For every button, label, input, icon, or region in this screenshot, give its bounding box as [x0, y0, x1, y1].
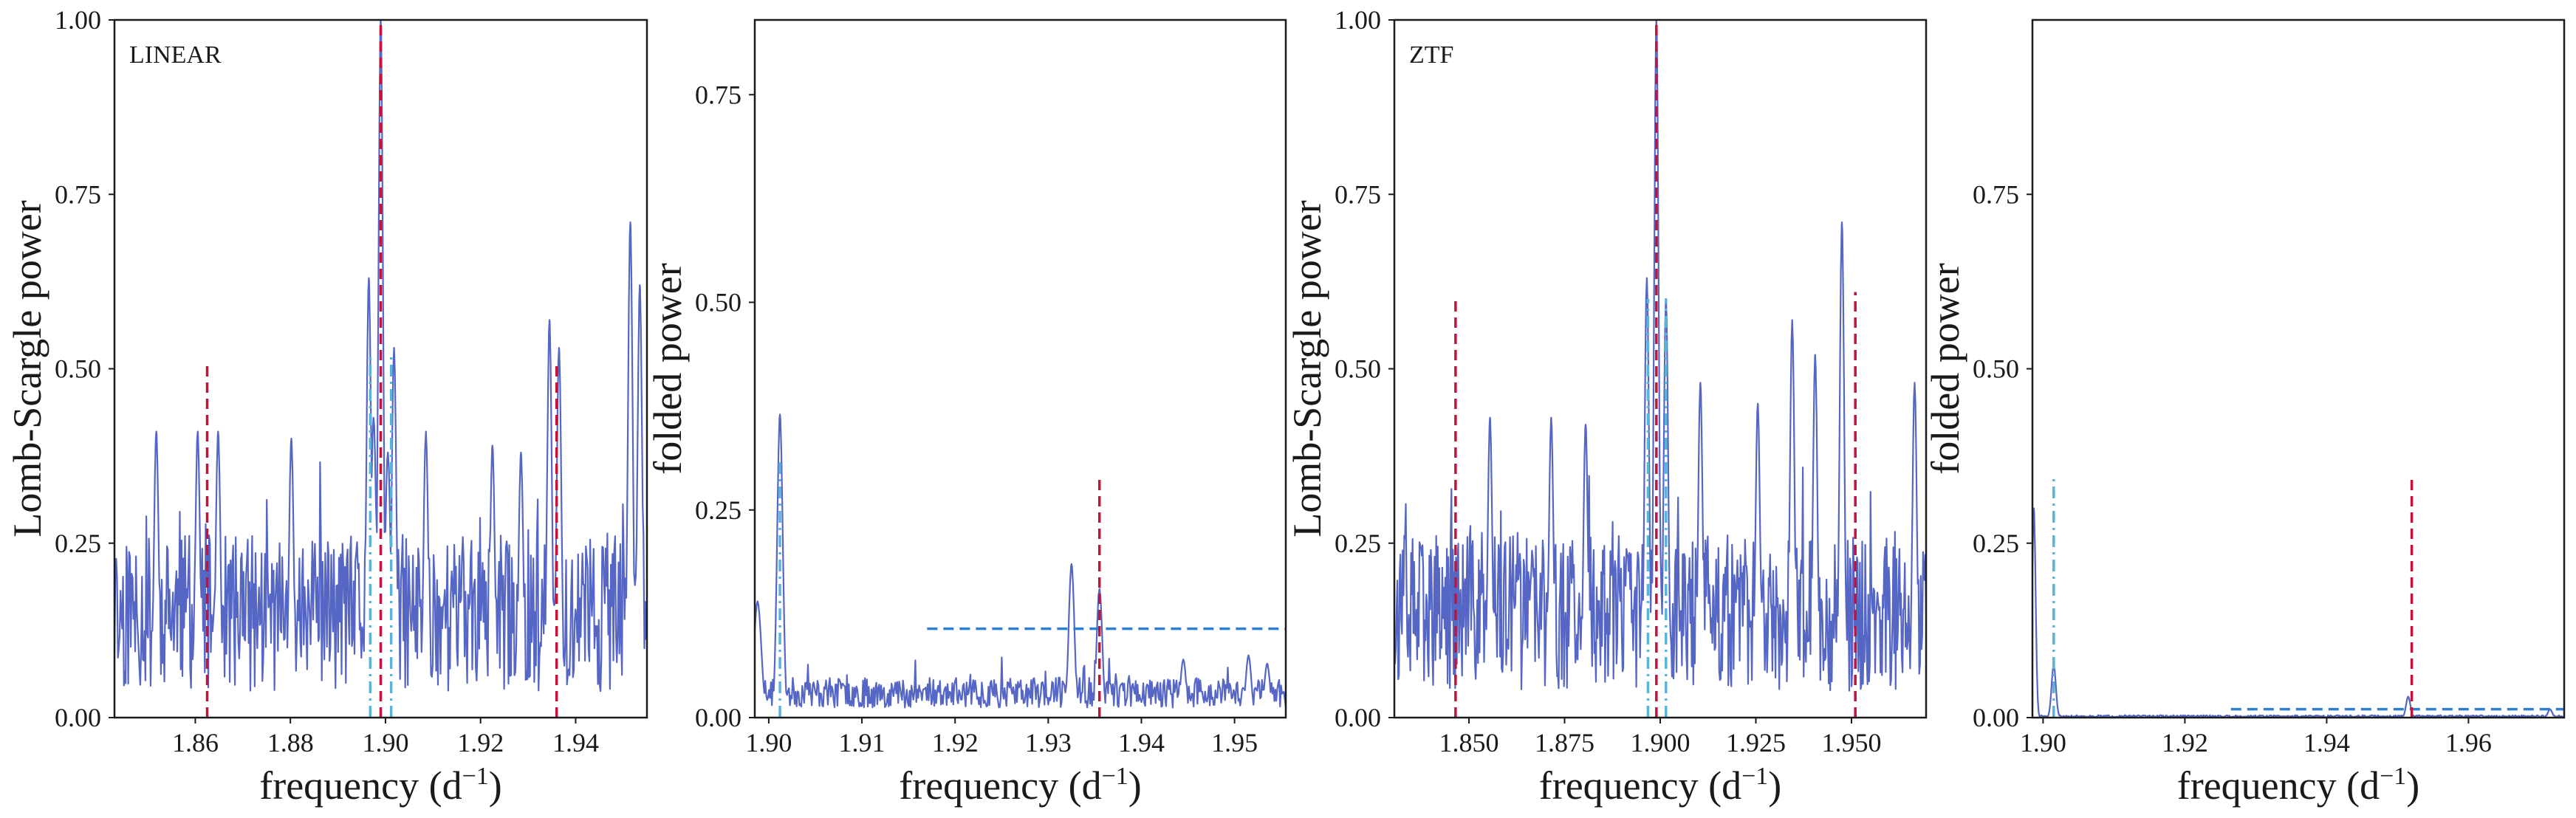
plot-area [114, 20, 647, 718]
y-tick-label: 0.50 [1973, 354, 2019, 384]
x-tick-label: 1.92 [457, 728, 504, 757]
x-tick-label: 1.925 [1726, 728, 1786, 757]
y-tick-label: 0.25 [695, 495, 741, 525]
y-axis-label: folded power [645, 263, 690, 474]
panel-1: 1.86 1.88 1.90 1.92 1.94 0.00 0.25 0.50 0.75 1.00… [5, 5, 648, 808]
y-tick-label: 0.00 [1335, 703, 1381, 732]
x-tick-label: 1.95 [1211, 728, 1258, 757]
x-axis-label-superscript: −1 [1741, 763, 1768, 790]
x-axis-label-tail: ) [2406, 763, 2419, 808]
x-axis-label-superscript: −1 [2380, 763, 2406, 790]
x-axis-label-main: frequency (d [259, 763, 462, 808]
plot-area [2032, 476, 2564, 718]
x-axis-label: frequency (d−1) [2177, 763, 2420, 808]
y-tick-label: 0.50 [55, 354, 101, 384]
x-axis-label: frequency (d−1) [1539, 763, 1782, 808]
x-tick-label: 1.91 [839, 728, 886, 757]
x-tick-label: 1.90 [2020, 728, 2066, 757]
y-axis-label: folded power [1923, 263, 1967, 474]
y-axis-label: Lomb-Scargle power [1285, 200, 1329, 537]
x-tick-label: 1.93 [1025, 728, 1072, 757]
y-tick-label: 1.00 [1335, 5, 1381, 35]
x-tick-label: 1.900 [1631, 728, 1690, 757]
x-tick-label: 1.94 [1118, 728, 1165, 757]
x-axis-label: frequency (d−1) [259, 763, 502, 808]
x-axis-label-tail: ) [1768, 763, 1781, 808]
periodogram-line [2032, 507, 2564, 718]
axes-frame [753, 18, 1287, 719]
y-tick-label: 0.50 [695, 288, 741, 317]
plot-area [755, 413, 1286, 718]
y-tick-label: 0.75 [1335, 179, 1381, 209]
axes-frame [2031, 18, 2566, 719]
x-tick-label: 1.88 [267, 728, 314, 757]
x-axis-label-superscript: −1 [462, 763, 489, 790]
periodogram-line [1394, 20, 1926, 692]
x-tick-label: 1.950 [1821, 728, 1881, 757]
x-axis-label-superscript: −1 [1102, 763, 1128, 790]
y-axis-label: Lomb-Scargle power [5, 200, 49, 537]
x-axis-label: frequency (d−1) [899, 763, 1142, 808]
x-axis-label-tail: ) [1128, 763, 1142, 808]
y-tick-label: 0.00 [695, 703, 741, 732]
x-tick-label: 1.90 [362, 728, 408, 757]
x-tick-label: 1.94 [2303, 728, 2350, 757]
x-axis-label-main: frequency (d [899, 763, 1101, 808]
y-tick-label: 0.75 [55, 179, 101, 209]
plot-area [1394, 20, 1926, 718]
x-tick-label: 1.875 [1535, 728, 1594, 757]
periodogram-line [114, 20, 647, 692]
x-tick-label: 1.86 [172, 728, 219, 757]
x-tick-label: 1.96 [2445, 728, 2492, 757]
panel-3: 1.850 1.875 1.900 1.925 1.950 0.00 0.25 0.50 0.7… [1285, 5, 1928, 808]
x-tick-label: 1.90 [745, 728, 792, 757]
y-tick-label: 1.00 [55, 5, 101, 35]
panel-4: 1.90 1.92 1.94 1.96 0.00 0.25 0.50 0.75 frequenc… [1923, 18, 2566, 808]
x-axis-label-main: frequency (d [1539, 763, 1741, 808]
y-tick-label: 0.25 [1335, 529, 1381, 558]
x-axis-label-main: frequency (d [2177, 763, 2380, 808]
x-tick-label: 1.94 [552, 728, 599, 757]
panel-label: ZTF [1409, 41, 1453, 69]
y-tick-label: 0.50 [1335, 354, 1381, 384]
y-tick-label: 0.75 [1973, 179, 2019, 209]
x-axis-label-tail: ) [489, 763, 502, 808]
periodogram-line [755, 413, 1286, 709]
y-tick-label: 0.25 [55, 529, 101, 558]
x-tick-label: 1.92 [932, 728, 979, 757]
panel-2: 1.90 1.91 1.92 1.93 1.94 1.95 0.00 0.25 0.50 0.75… [645, 18, 1287, 808]
y-tick-label: 0.75 [695, 80, 741, 109]
y-tick-label: 0.00 [1973, 703, 2019, 732]
x-tick-label: 1.92 [2162, 728, 2208, 757]
x-tick-label: 1.850 [1439, 728, 1499, 757]
panel-label: LINEAR [129, 41, 222, 69]
y-tick-label: 0.25 [1973, 529, 2019, 558]
y-tick-label: 0.00 [55, 703, 101, 732]
